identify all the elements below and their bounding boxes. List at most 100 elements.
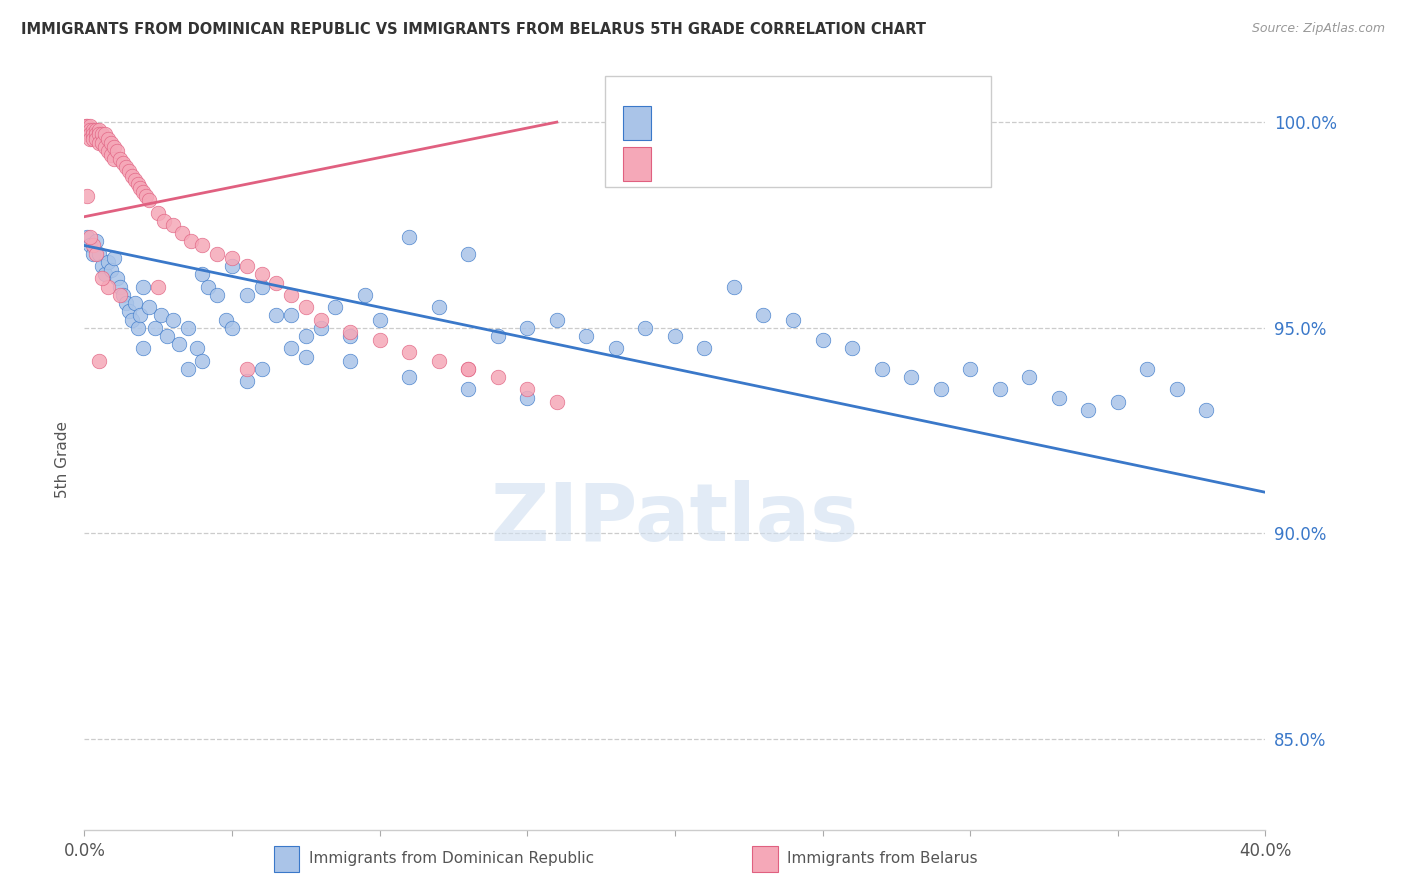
Point xyxy=(546,394,568,409)
Point xyxy=(250,279,273,293)
Text: Source: ZipAtlas.com: Source: ZipAtlas.com xyxy=(1251,22,1385,36)
Point xyxy=(79,238,101,252)
Point xyxy=(82,246,104,260)
Point xyxy=(76,128,98,142)
Point xyxy=(457,362,479,376)
Point xyxy=(280,309,302,323)
Point xyxy=(103,251,125,265)
Point xyxy=(221,259,243,273)
Point xyxy=(398,230,420,244)
Text: R = -0.542   N = 83: R = -0.542 N = 83 xyxy=(662,111,825,128)
Point xyxy=(121,169,143,183)
Point xyxy=(76,189,98,203)
Point xyxy=(295,350,318,364)
Point xyxy=(457,362,479,376)
Point xyxy=(87,353,111,368)
Point xyxy=(752,309,775,323)
Point xyxy=(76,119,98,133)
Point xyxy=(118,304,141,318)
Point xyxy=(486,370,509,384)
Point xyxy=(138,193,160,207)
Text: Immigrants from Belarus: Immigrants from Belarus xyxy=(787,852,979,866)
Point xyxy=(1136,362,1159,376)
Point xyxy=(82,238,104,252)
Point xyxy=(167,337,190,351)
Point xyxy=(103,152,125,166)
Point xyxy=(114,296,136,310)
Point xyxy=(177,362,200,376)
Point xyxy=(398,345,420,359)
Point xyxy=(76,123,98,137)
Point xyxy=(153,214,176,228)
Point xyxy=(1047,391,1070,405)
Point xyxy=(236,288,259,302)
Point xyxy=(207,288,229,302)
Point xyxy=(79,123,101,137)
Point xyxy=(295,300,318,314)
Point xyxy=(150,309,173,323)
Point xyxy=(900,370,922,384)
Point xyxy=(87,136,111,150)
Point xyxy=(127,177,149,191)
Point xyxy=(114,161,136,175)
Point xyxy=(486,329,509,343)
Point xyxy=(135,189,157,203)
Point xyxy=(97,144,120,158)
Point xyxy=(841,341,863,355)
Point xyxy=(79,131,101,145)
Point xyxy=(457,383,479,397)
Point xyxy=(82,131,104,145)
Point xyxy=(1195,403,1218,417)
Point xyxy=(191,353,214,368)
Point xyxy=(84,131,107,145)
Point xyxy=(959,362,981,376)
Point xyxy=(129,309,152,323)
Point xyxy=(1107,394,1129,409)
Point xyxy=(295,329,318,343)
Point xyxy=(546,312,568,326)
Point xyxy=(87,246,111,260)
Point xyxy=(191,238,214,252)
Point xyxy=(84,235,107,249)
Y-axis label: 5th Grade: 5th Grade xyxy=(55,421,70,498)
Point xyxy=(91,136,114,150)
Point xyxy=(723,279,745,293)
Point xyxy=(870,362,893,376)
Point xyxy=(79,128,101,142)
Point xyxy=(132,185,155,199)
Text: R =  0.334   N = 73: R = 0.334 N = 73 xyxy=(662,152,825,169)
Point xyxy=(105,144,128,158)
Point xyxy=(91,271,114,285)
Point xyxy=(186,341,208,355)
Point xyxy=(605,341,627,355)
Point xyxy=(100,148,122,162)
Point xyxy=(94,267,117,281)
Point xyxy=(100,263,122,277)
Point xyxy=(75,119,97,133)
Point xyxy=(250,362,273,376)
Text: Immigrants from Dominican Republic: Immigrants from Dominican Republic xyxy=(309,852,595,866)
Point xyxy=(76,123,98,137)
Point xyxy=(221,320,243,334)
Point xyxy=(124,296,146,310)
Point xyxy=(309,312,332,326)
Point xyxy=(82,123,104,137)
Point xyxy=(105,271,128,285)
Point xyxy=(87,128,111,142)
Point xyxy=(148,279,170,293)
Point xyxy=(516,320,538,334)
Point xyxy=(207,246,229,260)
Point xyxy=(156,329,179,343)
Point xyxy=(162,218,184,232)
Point xyxy=(266,309,288,323)
Point xyxy=(180,235,202,249)
Point xyxy=(664,329,686,343)
Point xyxy=(127,320,149,334)
Point xyxy=(236,362,259,376)
Point xyxy=(100,136,122,150)
Point xyxy=(1166,383,1188,397)
Point xyxy=(1018,370,1040,384)
Point xyxy=(177,320,200,334)
Point xyxy=(634,320,657,334)
Point xyxy=(325,300,347,314)
